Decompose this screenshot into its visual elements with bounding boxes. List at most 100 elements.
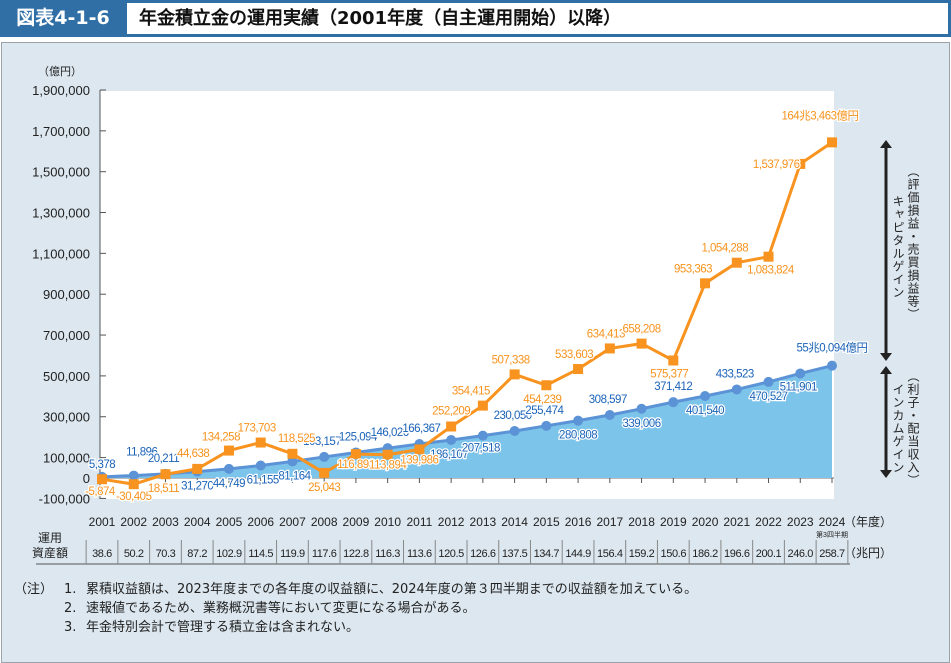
- income-data-label: 308,597: [589, 394, 627, 406]
- y-tick-label: 1,700,000: [32, 124, 90, 139]
- income-gain-area: [102, 365, 832, 478]
- capital-point: [795, 158, 806, 169]
- y-tick-label: 0: [83, 471, 90, 486]
- notes: （注） 1. 累積収益額は、2023年度までの各年度の収益額に、2024年度の第３四…: [14, 580, 697, 637]
- capital-point: [350, 449, 361, 460]
- x-tick-label: 2019: [660, 515, 687, 529]
- x-tick-label: 2018: [628, 515, 655, 529]
- income-point: [795, 368, 806, 379]
- income-gain-label: インカムゲイン: [891, 383, 905, 474]
- x-tick-label: 2002: [120, 515, 147, 529]
- assets-value: 120.5: [438, 548, 464, 560]
- assets-value: 116.3: [375, 548, 400, 560]
- income-data-label: 433,523: [716, 368, 754, 380]
- income-data-label: 470,527: [749, 391, 787, 403]
- capital-data-label: 1,537,976: [753, 159, 800, 171]
- capital-data-label: 634,413: [587, 328, 625, 340]
- income-point: [573, 415, 584, 426]
- income-data-label: 280,808: [559, 430, 597, 442]
- income-point: [255, 460, 266, 471]
- capital-data-label: 1,054,288: [701, 243, 748, 255]
- income-data-label: 5,378: [89, 459, 115, 471]
- capital-data-label: 252,209: [432, 405, 470, 417]
- y-tick-label: 700,000: [43, 328, 90, 343]
- income-gain-paren-label: （利子・配当収入）: [906, 370, 920, 487]
- capital-point: [763, 251, 774, 262]
- income-point: [700, 391, 711, 402]
- capital-data-label: -30,405: [116, 491, 152, 503]
- capital-point: [414, 444, 425, 455]
- assets-value: 134.7: [534, 548, 560, 560]
- x-tick-label: 2023: [787, 515, 814, 529]
- x-tick-label: 2016: [565, 515, 592, 529]
- capital-gain-bracket-arrow-head: [880, 140, 892, 148]
- income-data-label: 230,050: [494, 410, 532, 422]
- income-point: [541, 420, 552, 431]
- capital-point: [446, 421, 457, 432]
- capital-point: [192, 463, 203, 474]
- y-tick-label: 1,100,000: [32, 246, 90, 261]
- capital-data-label: 44,638: [177, 448, 209, 460]
- income-data-label: 81,164: [278, 470, 311, 482]
- income-gain-bracket-arrow-head: [880, 470, 892, 478]
- x-tick-label: 2015: [533, 515, 560, 529]
- note-number: 1.: [64, 582, 77, 597]
- x-tick-label: 2010: [374, 515, 401, 529]
- y-tick-label: 300,000: [43, 410, 90, 425]
- x-tick-label: 2004: [184, 515, 211, 529]
- capital-data-label: -5,874: [85, 486, 116, 498]
- income-data-label: 186,107: [430, 449, 468, 461]
- capital-gain-label: キャピタルゲイン: [891, 195, 905, 299]
- capital-point: [477, 400, 488, 411]
- assets-value: 117.6: [312, 548, 337, 560]
- income-gain-bracket-arrow-head: [880, 366, 892, 374]
- note-text: 速報値であるため、業務概況書等において変更になる場合がある。: [86, 601, 476, 616]
- x-tick-label: 2017: [596, 515, 623, 529]
- income-data-label: 61,155: [247, 475, 279, 487]
- x-tick-label: 2012: [438, 515, 465, 529]
- y-tick-label: -100,000: [39, 491, 90, 506]
- capital-point: [541, 380, 552, 391]
- x-tick-label: 2020: [692, 515, 719, 529]
- capital-data-label: 25,043: [308, 482, 340, 494]
- income-point: [223, 463, 234, 474]
- capital-data-label: 116,893: [337, 459, 374, 471]
- income-point: [763, 376, 774, 387]
- x-tick-label: 2007: [279, 515, 306, 529]
- capital-data-label: 533,603: [555, 349, 593, 361]
- income-point: [636, 403, 647, 414]
- assets-value: 122.8: [343, 548, 369, 560]
- x-note: 第3四半期: [816, 530, 848, 539]
- capital-gain-bracket-arrow-head: [880, 353, 892, 361]
- capital-point: [128, 479, 139, 490]
- income-data-label: 511,901: [780, 381, 817, 393]
- income-data-label: 146,026: [371, 427, 409, 439]
- capital-point: [731, 257, 742, 268]
- assets-value: 114.5: [248, 548, 273, 560]
- assets-value: 200.1: [756, 548, 782, 560]
- income-point: [287, 456, 298, 467]
- capital-data-label: 139,986: [400, 454, 438, 466]
- income-data-label: 166,367: [402, 423, 440, 435]
- x-tick-label: 2021: [723, 515, 750, 529]
- figure-title: 年金積立金の運用実績（2001年度（自主運用開始）以降）: [127, 3, 948, 34]
- income-data-label: 401,540: [686, 405, 724, 417]
- income-point: [668, 397, 679, 408]
- capital-gain-line: [101, 141, 833, 486]
- capital-point: [700, 278, 711, 289]
- income-data-label: 11,896: [126, 447, 157, 459]
- income-data-label: 20,211: [148, 453, 179, 465]
- assets-value: 87.2: [187, 548, 207, 560]
- capital-point: [604, 343, 615, 354]
- x-tick-label: 2008: [311, 515, 338, 529]
- assets-row-label: 運用: [38, 531, 62, 545]
- assets-value: 246.0: [787, 548, 813, 560]
- capital-point: [636, 338, 647, 349]
- x-tick-label: 2014: [501, 515, 528, 529]
- capital-data-label: 134,258: [202, 432, 240, 444]
- income-data-label: 255,474: [525, 405, 564, 417]
- assets-row-label: 資産額: [32, 545, 68, 560]
- y-tick-label: 500,000: [43, 369, 90, 384]
- capital-point: [509, 369, 520, 380]
- x-tick-label: 2013: [470, 515, 497, 529]
